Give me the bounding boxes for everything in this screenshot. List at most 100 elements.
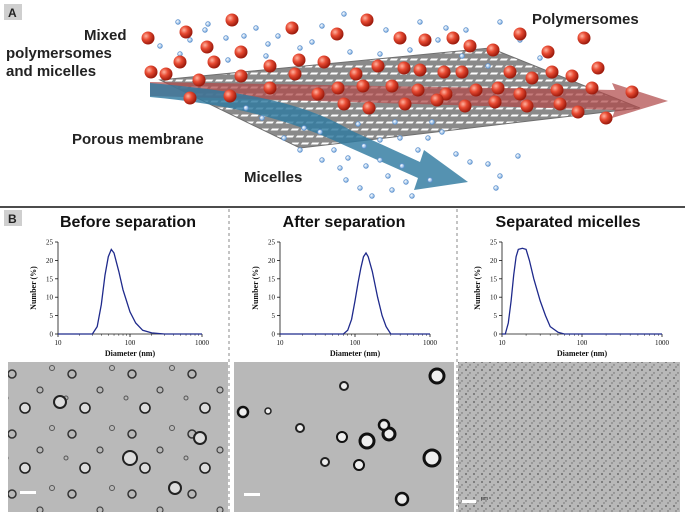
micelle-dot: [319, 23, 325, 29]
micelle-dot: [331, 147, 337, 153]
polymersome-sphere: [398, 97, 412, 111]
micelle-dot: [515, 153, 521, 159]
polymersome-sphere: [541, 45, 555, 59]
polymersome-sphere: [463, 39, 477, 53]
polymersome-sphere: [437, 65, 451, 79]
polymersome-sphere: [486, 43, 500, 57]
micelle-dot: [263, 53, 269, 59]
x-axis-label: Diameter (nm): [557, 349, 608, 358]
polymersome-sphere: [311, 87, 325, 101]
micelle-dot: [175, 19, 181, 25]
micelle-dot: [453, 151, 459, 157]
panel-a: A Mixed polymersomes and micelles Polyme…: [4, 4, 668, 199]
micelle-dot: [383, 27, 389, 33]
polymersome-sphere: [288, 67, 302, 81]
y-tick-label: 15: [490, 275, 498, 283]
y-tick-label: 15: [268, 275, 276, 283]
polymersome-sphere: [591, 61, 605, 75]
y-tick-label: 15: [46, 275, 54, 283]
polymersome-sphere: [263, 81, 277, 95]
micelle-dot: [309, 39, 315, 45]
polymersome-sphere: [225, 13, 239, 27]
panel-a-label: A: [8, 6, 17, 20]
micelle-dot: [459, 53, 465, 59]
micelle-dot: [275, 33, 281, 39]
polymersome-sphere: [553, 97, 567, 111]
column-title-separated: Separated micelles: [496, 214, 641, 231]
mixed-text-line1: Mixed: [84, 27, 127, 44]
polymersome-sphere: [207, 55, 221, 69]
polymersome-sphere: [223, 89, 237, 103]
x-tick-label: 1000: [195, 339, 210, 347]
micelle-dot: [399, 163, 405, 169]
tem-image-before: [8, 362, 228, 512]
scale-bar-text: μm: [481, 496, 488, 502]
polymersome-sphere: [285, 21, 299, 35]
y-tick-label: 10: [268, 294, 276, 302]
x-axis-label: Diameter (nm): [105, 349, 156, 358]
micelle-dot: [187, 37, 193, 43]
scale-bar-before: [20, 491, 36, 494]
micelle-dot: [363, 163, 369, 169]
micelle-dot: [343, 177, 349, 183]
micelle-dot: [377, 51, 383, 57]
panel-b-label-box: [4, 210, 22, 226]
micelle-dot: [355, 121, 361, 127]
polymersome-sphere: [362, 101, 376, 115]
polymersome-sphere: [550, 83, 564, 97]
micelle-dot: [435, 37, 441, 43]
polymersome-sphere: [430, 93, 444, 107]
micelle-dots: [157, 11, 543, 199]
micelle-dot: [202, 27, 208, 33]
y-axis-label: Number (%): [251, 266, 260, 310]
polymersome-sphere: [418, 33, 432, 47]
micelle-dot: [357, 185, 363, 191]
chart-3: 0 5 10 15 20 25 10 100 1000 Diameter (nm) Number (…: [473, 239, 670, 359]
micelle-dot: [259, 115, 265, 121]
polymersome-sphere: [577, 31, 591, 45]
micelle-dot: [345, 155, 351, 161]
y-tick-label: 5: [50, 312, 54, 320]
y-axis-label: Number (%): [473, 266, 482, 310]
micelle-dot: [225, 57, 231, 63]
polymersome-sphere: [503, 65, 517, 79]
micelle-dot: [417, 19, 423, 25]
micelle-dot: [369, 193, 375, 199]
tem-image-micelles: μm: [458, 362, 680, 512]
micelle-dot: [427, 177, 433, 183]
y-tick-label: 10: [46, 294, 54, 302]
micelle-flow-arrow: [150, 83, 468, 190]
micelle-dot: [385, 173, 391, 179]
polymersome-sphere: [356, 79, 370, 93]
micelle-dot: [403, 179, 409, 185]
micelle-dot: [361, 143, 367, 149]
polymersome-sphere: [349, 67, 363, 81]
series-line: [502, 247, 662, 335]
micelle-dot: [389, 187, 395, 193]
y-tick-label: 20: [490, 257, 498, 265]
micelle-dot: [205, 21, 211, 27]
micelle-dot: [397, 135, 403, 141]
polymersome-sphere: [317, 55, 331, 69]
x-tick-label: 100: [350, 339, 361, 347]
polymersome-sphere: [360, 13, 374, 27]
micelle-dot: [317, 129, 323, 135]
x-axis-label: Diameter (nm): [330, 349, 381, 358]
polymersome-sphere: [183, 91, 197, 105]
micelle-dot: [485, 63, 491, 69]
polymersome-sphere: [545, 65, 559, 79]
polymersome-sphere: [411, 83, 425, 97]
x-tick-label: 1000: [423, 339, 438, 347]
x-tick-label: 1000: [655, 339, 670, 347]
micelle-dot: [157, 43, 163, 49]
polymersome-sphere: [371, 59, 385, 73]
polymersome-sphere: [413, 63, 427, 77]
micelle-dot: [537, 55, 543, 61]
polymersome-sphere: [520, 99, 534, 113]
polymersome-sphere: [192, 73, 206, 87]
micelle-dot: [485, 161, 491, 167]
column-title-before: Before separation: [60, 214, 196, 231]
micelle-dot: [241, 33, 247, 39]
